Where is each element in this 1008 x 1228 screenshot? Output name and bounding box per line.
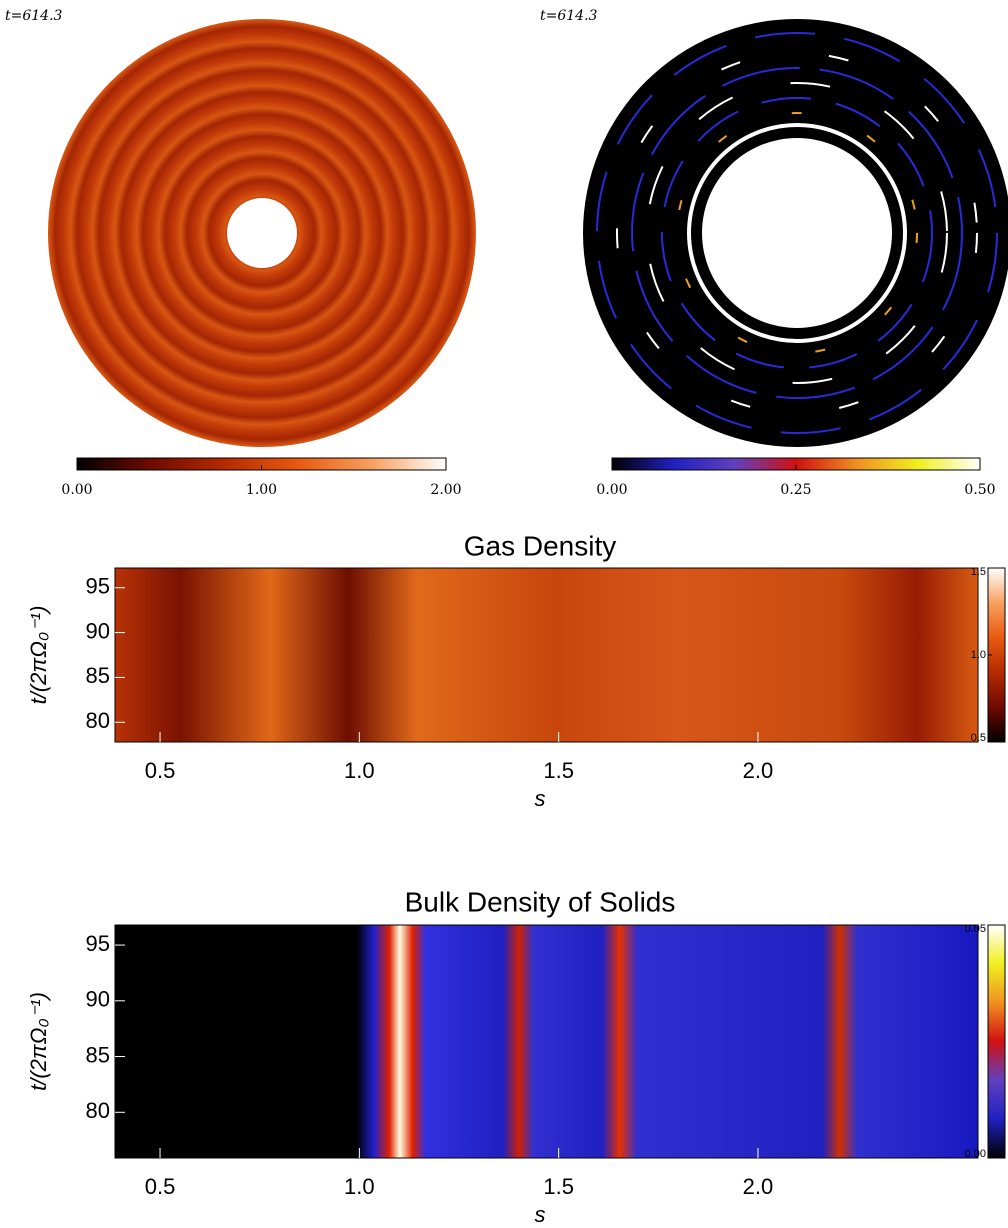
disk-image: [48, 19, 476, 447]
time-label: t=614.3: [5, 8, 63, 24]
x-tick-label: 1.0: [344, 1174, 375, 1199]
y-tick-label: 80: [86, 708, 110, 733]
x-tick-label: 0.5: [145, 1174, 176, 1199]
y-tick-label: 90: [86, 618, 110, 643]
colorbar-tick-label: 1.00: [246, 482, 277, 498]
colorbar-tick-label: 2.00: [430, 482, 461, 498]
plot-frame: [114, 924, 979, 1159]
colorbar-tick-label: 0.00: [596, 482, 627, 498]
colorbar-tick-label: 1.5: [971, 566, 986, 578]
y-axis-label: t/(2πΩ₀⁻¹): [26, 606, 51, 705]
colorbar-tick-label: 0.50: [964, 482, 995, 498]
x-tick-label: 1.0: [344, 758, 375, 783]
colorbar-tick-label: 0.5: [971, 732, 986, 744]
y-tick-label: 95: [86, 931, 110, 956]
disk-image: [583, 19, 1008, 447]
x-tick-label: 2.0: [743, 1174, 774, 1199]
colorbar-tick-label: 0.00: [61, 482, 92, 498]
y-tick-label: 95: [86, 574, 110, 599]
x-tick-label: 1.5: [543, 1174, 574, 1199]
x-axis-label: s: [535, 786, 546, 811]
colorbar-tick-label: 0.25: [780, 482, 811, 498]
y-axis-label: t/(2πΩ₀⁻¹): [26, 992, 51, 1091]
y-tick-label: 80: [86, 1098, 110, 1123]
x-tick-label: 2.0: [743, 758, 774, 783]
y-tick-label: 85: [86, 1042, 110, 1067]
colorbar-tick-label: 1.0: [971, 649, 986, 661]
colorbar: [987, 924, 1006, 1159]
plot-frame: [114, 567, 979, 743]
x-tick-label: 1.5: [543, 758, 574, 783]
chart-title: Bulk Density of Solids: [405, 886, 676, 917]
y-tick-label: 90: [86, 987, 110, 1012]
heatmap-image: [115, 925, 978, 1158]
chart-title: Gas Density: [464, 530, 617, 561]
colorbar-tick-label: 0.05: [965, 923, 986, 935]
heatmap-image: [115, 568, 978, 742]
x-tick-label: 0.5: [145, 758, 176, 783]
time-label: t=614.3: [540, 8, 598, 24]
y-tick-label: 85: [86, 663, 110, 688]
x-axis-label: s: [535, 1202, 546, 1227]
colorbar-tick-label: 0.00: [965, 1148, 986, 1160]
